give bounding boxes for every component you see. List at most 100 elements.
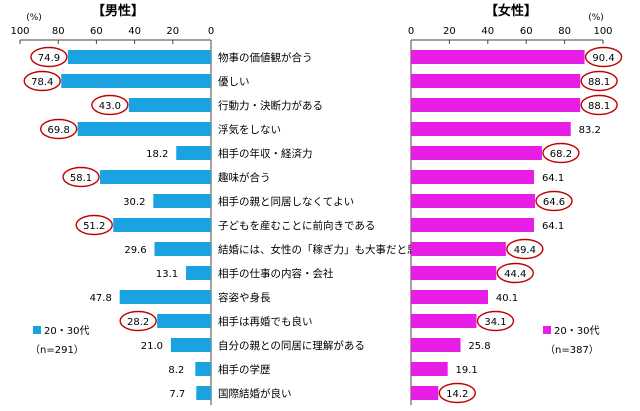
male-highlight-circle [23,70,61,92]
male-bar [67,50,211,64]
female-sample-size: （n=387） [545,344,599,356]
male-unit-label: (%) [26,13,42,23]
category-label: 相手の親と同居しなくてよい [218,195,354,208]
male-value-label: 8.2 [168,365,184,376]
female-highlight-circle [584,46,623,68]
category-label: 相手の仕事の内容・会社 [218,267,334,280]
female-x-tick-label: 40 [481,26,494,37]
female-highlight-circle [535,190,573,212]
category-label: 行動力・決断力がある [218,99,323,112]
female-bar [411,266,497,280]
male-bar [154,242,211,256]
category-label: 結婚には、女性の「稼ぎ力」も大事だと思う [218,243,428,256]
male-value-label: 58.1 [70,173,92,184]
male-x-tick-label: 80 [52,26,65,37]
male-bar [153,194,211,208]
male-highlight-circle [62,166,100,188]
male-value-label: 30.2 [123,197,145,208]
male-value-label: 47.8 [90,293,112,304]
female-bar [411,386,439,400]
male-bar [176,146,211,160]
male-highlight-circle [30,46,68,68]
female-value-label: 19.1 [456,365,478,376]
male-value-label: 78.4 [31,77,53,88]
male-bar [113,218,211,232]
male-value-label: 74.9 [38,53,60,64]
female-value-label: 40.1 [496,293,518,304]
category-label: 相手の学歴 [218,363,271,376]
male-bar [128,98,211,112]
male-x-tick-label: 20 [166,26,179,37]
category-label: 容姿や身長 [218,291,271,304]
female-bar [411,170,535,184]
female-bar [411,242,506,256]
female-x-tick-label: 0 [408,26,414,37]
category-label: 相手は再婚でも良い [218,315,313,328]
female-bar [411,74,581,88]
male-value-label: 18.2 [146,149,168,160]
male-value-label: 13.1 [156,269,178,280]
category-label: 物事の価値観が合う [218,51,313,64]
female-x-tick-label: 20 [443,26,456,37]
male-bar [77,122,211,136]
male-value-label: 69.8 [48,125,70,136]
female-x-tick-label: 80 [558,26,571,37]
category-label: 優しい [218,75,250,88]
male-highlight-circle [75,214,113,236]
female-highlight-circle [496,262,534,284]
female-value-label: 34.1 [484,317,506,328]
female-bar [411,146,542,160]
male-highlight-circle [91,94,129,116]
category-label: 相手の年収・経済力 [218,147,313,160]
female-bar [411,314,477,328]
female-highlight-circle [438,382,476,404]
male-highlight-circle [39,118,78,140]
female-legend-swatch [543,326,551,334]
male-sample-size: （n=291） [30,344,84,356]
female-value-label: 83.2 [579,125,601,136]
category-label: 自分の親との同居に理解がある [218,339,365,352]
male-value-label: 29.6 [124,245,146,256]
female-value-label: 64.1 [542,173,564,184]
category-label: 浮気をしない [218,123,281,136]
female-bar [411,98,581,112]
female-value-label: 64.6 [543,197,565,208]
male-legend-swatch [33,326,41,334]
male-value-label: 21.0 [141,341,163,352]
male-value-label: 7.7 [169,389,185,400]
female-bar [411,50,585,64]
female-bar [411,122,571,136]
male-bar [185,266,211,280]
female-highlight-circle [542,142,580,164]
female-unit-label: (%) [588,13,604,23]
female-highlight-circle [476,310,515,332]
category-label: 子どもを産むことに前向きである [218,219,375,232]
male-x-tick-label: 100 [10,26,29,37]
male-x-tick-label: 60 [90,26,103,37]
female-bar [411,338,461,352]
category-label: 趣味が合う [218,171,271,184]
female-value-label: 64.1 [542,221,564,232]
female-highlight-circle [506,238,544,260]
male-bar [157,314,211,328]
male-highlight-circle [119,310,157,332]
female-x-tick-label: 100 [593,26,612,37]
male-value-label: 28.2 [127,317,149,328]
male-x-tick-label: 40 [128,26,141,37]
female-legend-label: 20・30代 [554,325,599,337]
male-bar [100,170,211,184]
male-value-label: 51.2 [83,221,105,232]
female-value-label: 44.4 [504,269,526,280]
female-bar [411,362,448,376]
female-value-label: 88.1 [588,101,610,112]
female-highlight-circle [580,94,618,116]
category-label: 国際結婚が良い [218,387,292,400]
female-value-label: 49.4 [514,245,536,256]
female-panel-title: 【女性】 [485,3,537,19]
female-bar [411,290,488,304]
female-x-tick-label: 60 [520,26,533,37]
male-bar [119,290,211,304]
female-value-label: 25.8 [468,341,490,352]
male-x-tick-label: 0 [208,26,214,37]
female-value-label: 68.2 [550,149,572,160]
